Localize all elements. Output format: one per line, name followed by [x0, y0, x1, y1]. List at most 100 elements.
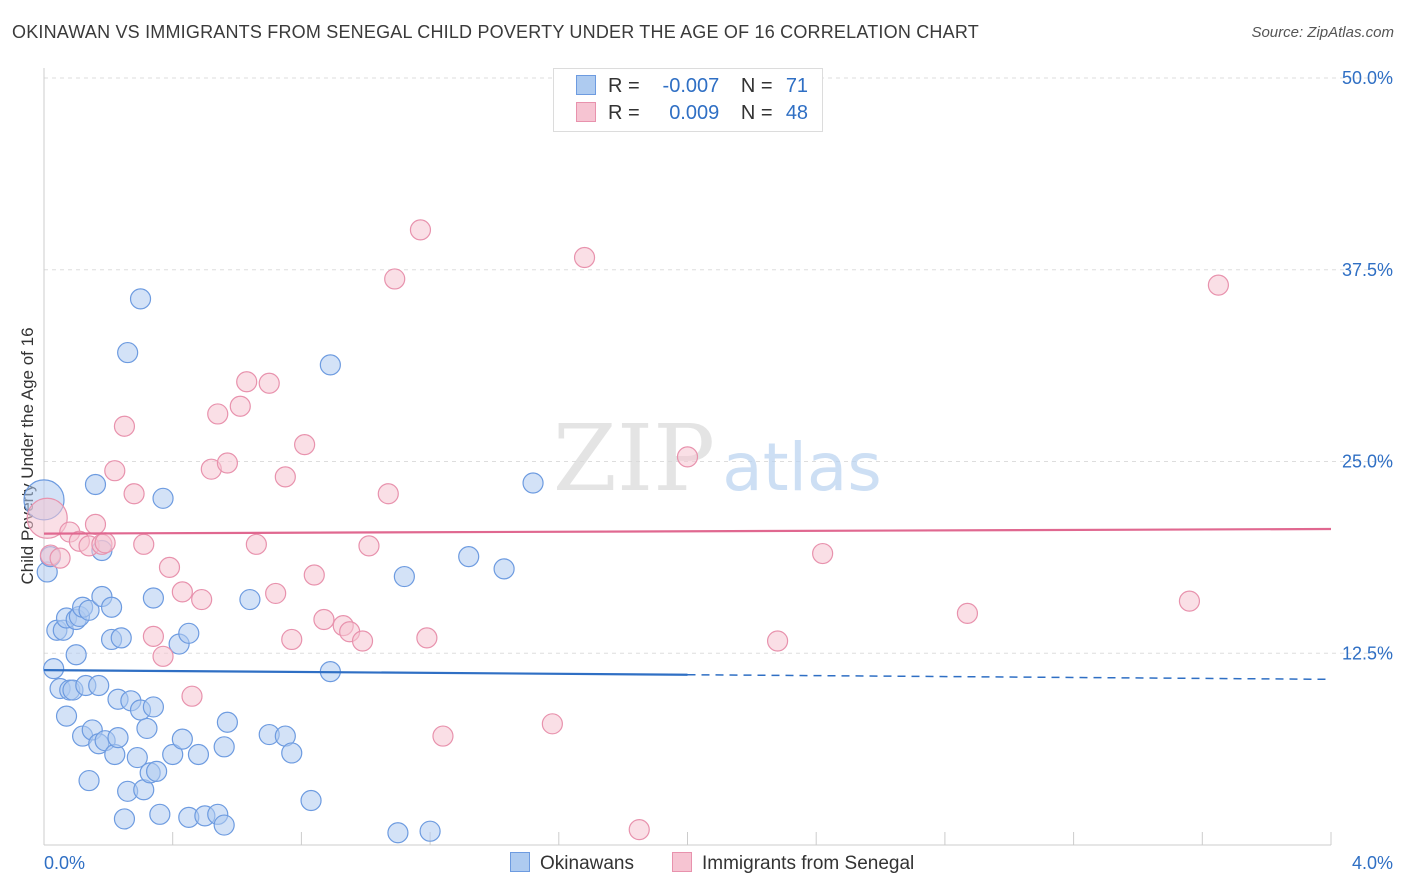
senegal-point — [1207, 274, 1229, 296]
senegal-point — [416, 627, 438, 649]
senegal-point — [676, 446, 699, 468]
okinawan-point — [43, 657, 65, 680]
senegal-point — [94, 532, 116, 554]
okinawan-point — [84, 473, 107, 496]
okinawan-point — [187, 743, 210, 766]
senegal-point — [152, 645, 174, 667]
legend-r-label: R = — [608, 75, 640, 97]
okinawan-point — [65, 644, 87, 666]
senegal-point — [142, 625, 164, 647]
senegal-point — [281, 628, 303, 651]
source-label: Source: ZipAtlas.com — [1251, 24, 1394, 41]
legend-swatch-blue — [576, 75, 596, 95]
okinawan-point — [458, 546, 480, 568]
senegal-point — [409, 219, 432, 241]
okinawan-point — [113, 808, 136, 830]
okinawan-point — [213, 814, 235, 836]
okinawan-point — [319, 354, 341, 376]
legend-item-okinawans: Okinawans — [510, 852, 634, 875]
okinawan-point — [142, 587, 164, 609]
legend-row-senegal: R = 0.009 N = 48 — [576, 102, 808, 128]
senegal-point — [26, 497, 68, 539]
legend-n-label: N = — [740, 75, 773, 97]
senegal-point — [384, 268, 406, 290]
senegal-point — [191, 588, 213, 611]
senegal-point — [541, 713, 563, 735]
okinawans-trend-line — [43, 669, 688, 676]
senegal-trend-line — [43, 527, 1332, 535]
senegal-point — [573, 246, 596, 269]
okinawan-point — [78, 599, 100, 621]
okinawan-point — [117, 341, 139, 364]
okinawan-point — [129, 288, 152, 310]
watermark: ZIP atlas — [553, 405, 882, 512]
okinawan-point — [88, 674, 110, 697]
y-tick-label: 37.5% — [1342, 260, 1393, 280]
senegal-point — [274, 466, 296, 488]
senegal-point — [628, 819, 650, 841]
gridlines — [44, 77, 1394, 654]
senegal-point — [812, 542, 834, 565]
legend-swatch-pink — [576, 102, 596, 122]
senegal-point — [1178, 590, 1201, 612]
senegal-point — [49, 547, 71, 569]
chart-title: OKINAWAN VS IMMIGRANTS FROM SENEGAL CHIL… — [12, 22, 979, 42]
y-tick-label: 50.0% — [1342, 68, 1393, 88]
okinawan-point — [136, 717, 158, 740]
legend-swatch-blue — [510, 852, 530, 872]
watermark-atlas: atlas — [722, 429, 882, 506]
y-tick-label: 12.5% — [1342, 643, 1393, 663]
legend-row-okinawans: R = -0.007 N = 71 — [576, 75, 808, 101]
senegal-point — [216, 452, 238, 474]
senegal-point — [171, 581, 193, 603]
legend-label-senegal: Immigrants from Senegal — [702, 853, 915, 874]
okinawan-point — [387, 822, 409, 844]
senegal-point — [313, 608, 335, 631]
senegal-point — [265, 582, 287, 605]
senegal-point — [377, 483, 399, 505]
senegal-point — [258, 372, 280, 394]
senegal-point — [358, 535, 380, 557]
senegal-point — [236, 371, 258, 393]
legend-n-label: N = — [740, 102, 773, 124]
okinawan-point — [419, 820, 441, 842]
tick-labels: 12.5% 25.0% 37.5% 50.0% 0.0% 4.0% — [44, 68, 1393, 873]
okinawan-point — [493, 558, 515, 580]
y-tick-label: 25.0% — [1342, 452, 1393, 472]
okinawans-trend-line-extrapolated — [687, 673, 1332, 681]
legend-swatch-pink — [672, 852, 692, 872]
okinawan-point — [152, 487, 174, 509]
okinawan-point — [213, 736, 235, 758]
okinawan-point — [216, 711, 238, 733]
legend-r-value: 0.009 — [669, 102, 720, 124]
senegal-point — [229, 395, 251, 417]
legend-n-value: 48 — [785, 102, 809, 124]
senegal-point — [158, 556, 181, 578]
senegal-point — [207, 403, 229, 425]
okinawan-point — [149, 803, 171, 825]
okinawan-point — [142, 696, 164, 718]
senegal-point — [956, 602, 979, 624]
okinawan-point — [239, 588, 261, 611]
legend-r-label: R = — [608, 102, 640, 124]
legend-r-value: -0.007 — [662, 75, 720, 97]
okinawan-point — [78, 769, 100, 792]
okinawan-point — [55, 705, 78, 727]
senegal-point — [303, 564, 325, 586]
senegal-point — [351, 630, 374, 652]
senegal-point — [432, 725, 454, 747]
okinawan-point — [300, 789, 322, 812]
okinawan-point — [100, 596, 123, 618]
legend-label-okinawans: Okinawans — [540, 853, 634, 874]
okinawan-point — [146, 760, 168, 782]
trend-lines — [43, 527, 1332, 681]
okinawan-point — [178, 622, 200, 644]
okinawan-point — [162, 743, 184, 766]
senegal-point — [84, 513, 107, 535]
okinawans-points — [23, 288, 544, 844]
senegal-point — [181, 685, 203, 707]
x-tick-label-min: 0.0% — [44, 853, 85, 873]
okinawan-point — [281, 742, 303, 764]
okinawan-point — [393, 565, 415, 588]
